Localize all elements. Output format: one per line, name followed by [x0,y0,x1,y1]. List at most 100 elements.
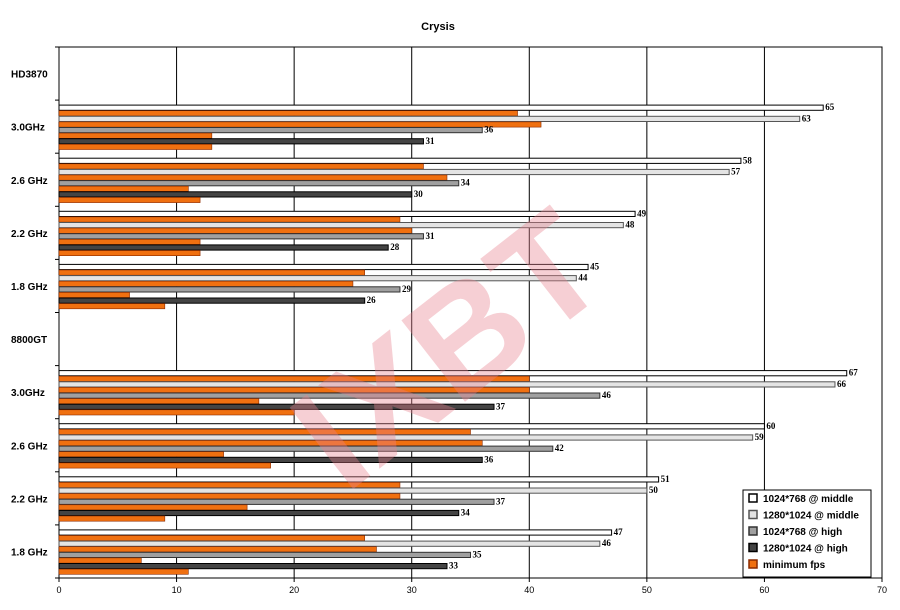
data-label: 31 [425,231,435,241]
data-label: 47 [614,527,624,537]
x-tick-label: 20 [289,585,299,595]
bar [58,138,424,145]
bar [58,403,495,410]
bar [58,392,601,399]
category-label: 3.0GHz [11,123,45,134]
data-label: 44 [578,273,588,283]
legend-label: 1280*1024 @ high [763,544,848,555]
category-label: 8800GT [11,335,47,346]
data-label: 50 [649,485,659,495]
bar [58,157,742,164]
data-label: 58 [743,155,753,165]
bar [58,168,730,176]
bar-minimum-fps [58,292,130,298]
data-label: 37 [496,496,506,506]
bar [58,127,483,134]
bar-minimum-fps [58,504,248,511]
category-label: 2.6 GHz [11,441,48,452]
bar-minimum-fps [58,557,142,564]
bar-minimum-fps [58,163,424,170]
bar-minimum-fps [58,409,295,416]
bar-minimum-fps [58,216,401,223]
data-label: 26 [367,295,377,305]
data-label: 49 [637,208,647,218]
bar-minimum-fps [58,185,189,192]
category-label: 2.2 GHz [11,229,48,240]
data-label: 34 [461,508,471,518]
bar [58,509,460,517]
bar [58,370,848,377]
legend-box [742,489,872,578]
x-tick-label: 40 [524,585,534,595]
data-label: 67 [849,368,859,378]
bar [58,263,589,271]
bar-minimum-fps [58,174,448,181]
data-label: 46 [602,538,612,548]
x-tick-label: 0 [56,585,61,595]
bar [58,487,648,494]
data-label: 42 [555,443,565,453]
bar [58,222,624,229]
legend-label: 1280*1024 @ middle [763,511,859,522]
chart-title: Crysis [421,21,455,33]
bar-minimum-fps [58,515,166,522]
bar-minimum-fps [58,132,213,139]
bar-minimum-fps [58,250,201,256]
bar [58,423,765,430]
bar-minimum-fps [58,303,166,310]
category-label: 3.0GHz [11,388,45,399]
data-label: 36 [484,125,494,135]
bar [58,180,460,187]
legend: 1024*768 @ middle 1280*1024 @ middle 1024*… [742,489,872,578]
bar-minimum-fps [58,546,377,553]
data-label: 34 [461,178,471,188]
bar [58,115,801,123]
bar-minimum-fps [58,197,201,203]
category-label: 2.6 GHz [11,176,48,187]
bar-minimum-fps [58,568,189,575]
category-label: 1.8 GHz [11,547,48,558]
bar [58,191,413,198]
x-tick-label: 70 [877,585,887,595]
legend-swatch [748,559,758,569]
bar [58,563,448,570]
bar [58,445,554,452]
legend-swatch [748,493,758,503]
data-label: 35 [473,549,483,559]
x-tick-label: 30 [407,585,417,595]
bar-minimum-fps [58,535,365,541]
category-label: HD3870 [11,70,48,81]
bar [58,476,660,483]
bar [58,434,754,441]
bar [58,540,601,547]
bar [58,498,495,505]
legend-label: minimum fps [763,560,826,571]
data-label: 63 [802,113,812,123]
legend-label: 1024*768 @ middle [763,494,854,505]
x-tick-label: 10 [172,585,182,595]
data-label: 59 [755,432,765,442]
data-label: 65 [825,102,835,112]
data-label: 28 [390,242,400,252]
x-tick-label: 50 [642,585,652,595]
legend-swatch [748,509,758,520]
bar [58,244,389,251]
bar [58,551,471,558]
bar [58,529,613,536]
bar [58,286,401,293]
bar [58,104,824,111]
bar [58,275,577,282]
bar-minimum-fps [58,269,365,276]
legend-swatch [748,542,758,553]
bar-minimum-fps [58,144,213,150]
data-label: 30 [414,189,424,199]
data-label: 57 [731,167,741,177]
data-label: 31 [425,136,435,146]
data-label: 46 [602,390,612,400]
bar-minimum-fps [58,280,354,287]
bar [58,381,836,388]
category-label: 1.8 GHz [11,282,48,293]
bar [58,297,366,304]
